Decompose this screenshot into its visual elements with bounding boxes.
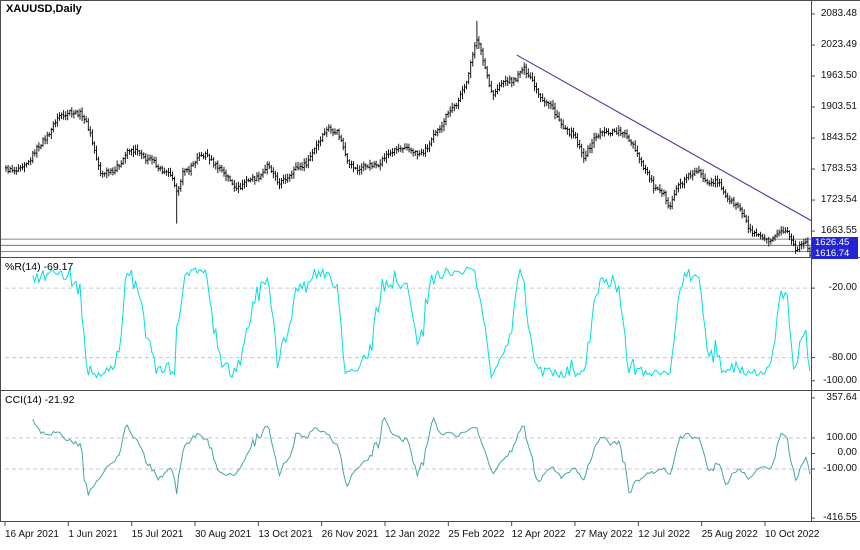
time-axis-label: 16 Apr 2021 bbox=[5, 529, 59, 540]
cci-indicator-label: CCI(14) -21.92 bbox=[5, 394, 75, 406]
price-axis-label: 1783.53 bbox=[820, 163, 857, 175]
time-axis-label: 12 Apr 2022 bbox=[511, 529, 566, 540]
time-axis[interactable]: 16 Apr 2021 1 Jun 2021 15 Jul 2021 30 Aug 2… bbox=[0, 522, 860, 550]
price-axis-label: -416.55 bbox=[823, 512, 857, 524]
price-axis-label: 0.00 bbox=[837, 447, 857, 459]
time-axis-label: 13 Oct 2021 bbox=[258, 529, 313, 540]
price-axis-label: 100.00 bbox=[826, 431, 857, 443]
time-axis-label: 27 May 2022 bbox=[574, 529, 633, 540]
time-axis-label: 25 Aug 2022 bbox=[701, 529, 758, 540]
price-axis-label: -20.00 bbox=[828, 282, 857, 294]
symbol-period-label: XAUUSD,Daily bbox=[6, 3, 82, 15]
time-axis-label: 12 Jul 2022 bbox=[638, 529, 691, 540]
price-axis-label: -80.00 bbox=[828, 351, 857, 363]
price-axis-label: 2083.48 bbox=[820, 7, 857, 19]
price-axis-label: 1903.51 bbox=[820, 101, 857, 113]
price-axis-label: 357.64 bbox=[826, 391, 857, 403]
price-axis-label: -100.00 bbox=[823, 374, 857, 386]
current-price-tag: 1616.74 bbox=[812, 248, 858, 259]
price-axis-label: 1963.50 bbox=[820, 70, 857, 81]
level-price-tag: 1626.45 bbox=[812, 237, 858, 248]
price-axis-label: -100.00 bbox=[823, 462, 857, 474]
time-axis-label: 26 Nov 2021 bbox=[321, 529, 379, 540]
time-axis-label: 15 Jul 2021 bbox=[131, 529, 184, 540]
price-axis-label: 1663.55 bbox=[820, 225, 857, 237]
price-axis-label: 2023.49 bbox=[820, 38, 857, 50]
time-axis-label: 1 Jun 2021 bbox=[68, 529, 118, 540]
time-axis-label: 30 Aug 2021 bbox=[194, 529, 252, 540]
time-axis-label: 25 Feb 2022 bbox=[448, 529, 505, 540]
time-axis-label: 10 Oct 2022 bbox=[764, 529, 820, 540]
price-axis-label: 1843.52 bbox=[820, 132, 857, 144]
time-axis-label: 12 Jan 2022 bbox=[384, 529, 441, 540]
price-axis-label: 1723.54 bbox=[820, 194, 857, 206]
wpr-indicator-label: %R(14) -69.17 bbox=[5, 261, 74, 273]
